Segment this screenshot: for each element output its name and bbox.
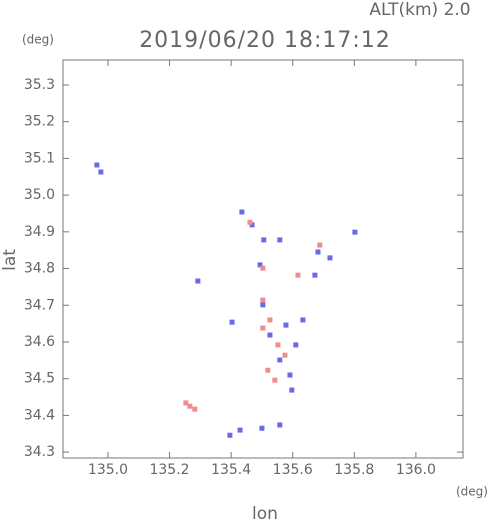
radar-echo xyxy=(293,342,299,348)
radar-echo xyxy=(267,332,273,338)
radar-echo xyxy=(260,325,266,331)
radar-echo xyxy=(183,400,189,406)
y-tick-label: 35.2 xyxy=(24,114,55,130)
y-unit: (deg) xyxy=(22,33,54,47)
radar-echo xyxy=(287,372,293,378)
x-unit: (deg) xyxy=(456,485,488,499)
radar-echo xyxy=(94,162,100,168)
chart-title: 2019/06/20 18:17:12 xyxy=(139,28,391,53)
radar-echo xyxy=(265,367,271,373)
x-tick-label: 135.4 xyxy=(211,462,251,478)
radar-echo xyxy=(260,265,266,271)
radar-echo xyxy=(282,352,288,358)
y-tick-label: 35.1 xyxy=(24,150,55,166)
radar-echo xyxy=(300,317,306,323)
radar-echo xyxy=(267,317,273,323)
radar-echo xyxy=(260,302,266,308)
radar-echo xyxy=(227,432,233,438)
radar-echo xyxy=(295,272,301,278)
radar-echo xyxy=(277,422,283,428)
x-axis-label: lon xyxy=(252,504,278,521)
radar-echo xyxy=(283,322,289,328)
x-tick-label: 135.2 xyxy=(149,462,189,478)
x-tick-label: 135.8 xyxy=(334,462,374,478)
y-axis-label: lat xyxy=(0,249,20,271)
x-tick-label: 135.6 xyxy=(273,462,313,478)
y-tick-label: 34.3 xyxy=(24,444,55,460)
radar-echo xyxy=(259,425,265,431)
x-tick-label: 136.0 xyxy=(396,462,436,478)
plot-frame xyxy=(62,59,464,459)
radar-echo xyxy=(277,237,283,243)
radar-echo xyxy=(247,219,253,225)
x-tick-label: 135.0 xyxy=(88,462,128,478)
radar-echo xyxy=(237,427,243,433)
radar-echo xyxy=(249,222,255,228)
radar-echo xyxy=(327,255,333,261)
radar-echo xyxy=(289,387,295,393)
radar-echo xyxy=(260,297,266,303)
radar-echo xyxy=(312,272,318,278)
y-tick-label: 34.7 xyxy=(24,297,55,313)
radar-echo xyxy=(277,357,283,363)
y-tick-label: 34.4 xyxy=(24,407,55,423)
radar-echo xyxy=(239,209,245,215)
radar-echo xyxy=(98,169,104,175)
y-tick-label: 35.3 xyxy=(24,77,55,93)
radar-echo xyxy=(229,319,235,325)
radar-echo xyxy=(315,249,321,255)
y-tick-label: 34.9 xyxy=(24,224,55,240)
radar-echo xyxy=(195,278,201,284)
radar-echo xyxy=(192,406,198,412)
radar-echo xyxy=(352,229,358,235)
radar-echo xyxy=(187,403,193,409)
radar-echo xyxy=(317,242,323,248)
altitude-label: ALT(km) 2.0 xyxy=(369,0,470,20)
y-tick-label: 34.6 xyxy=(24,334,55,350)
radar-echo xyxy=(272,377,278,383)
radar-echo xyxy=(257,262,263,268)
y-tick-label: 34.8 xyxy=(24,261,55,277)
radar-echo xyxy=(275,342,281,348)
y-tick-label: 34.5 xyxy=(24,371,55,387)
y-tick-label: 35.0 xyxy=(24,187,55,203)
radar-echo xyxy=(261,237,267,243)
